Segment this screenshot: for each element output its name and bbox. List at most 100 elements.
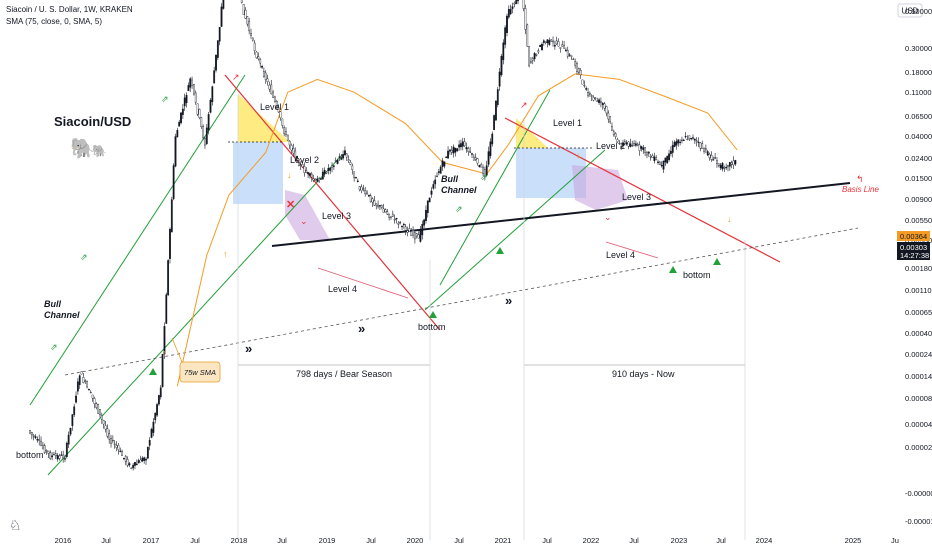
price-candle xyxy=(611,126,613,131)
bottom-marker-icon xyxy=(669,266,677,273)
price-candle xyxy=(557,41,560,47)
price-candle xyxy=(288,140,291,146)
price-candle xyxy=(108,433,111,440)
price-candle xyxy=(423,219,426,226)
y-tick-label: 0.04000 xyxy=(905,132,932,141)
indicator-legend: SMA (75, close, 0, SMA, 5) xyxy=(6,17,102,26)
price-candle xyxy=(561,44,564,47)
price-candle xyxy=(491,133,494,145)
price-candle xyxy=(299,164,302,166)
price-candle xyxy=(601,102,604,105)
price-candle xyxy=(205,127,208,144)
forward-chevron-icon: » xyxy=(245,341,252,356)
price-candle xyxy=(148,439,151,446)
price-candle xyxy=(461,141,464,147)
price-candle xyxy=(723,167,726,169)
price-candle xyxy=(686,138,689,141)
price-candle xyxy=(104,425,107,430)
price-candle xyxy=(301,164,304,168)
price-candle xyxy=(167,260,170,296)
price-candle xyxy=(351,165,354,171)
price-candle xyxy=(664,157,667,163)
price-candle xyxy=(587,92,589,97)
price-candle xyxy=(487,151,490,165)
price-candle xyxy=(51,455,54,458)
basis-line-label: Basis Line xyxy=(842,185,879,194)
price-candle xyxy=(71,414,74,426)
last-price-label: 0.00303 14:27:38 xyxy=(897,242,930,260)
price-candle xyxy=(670,150,672,154)
price-candle xyxy=(43,445,46,454)
price-candle xyxy=(390,216,392,218)
price-candle xyxy=(677,139,680,144)
price-candle xyxy=(262,71,265,77)
price-candle xyxy=(242,4,245,15)
price-candle xyxy=(668,153,670,161)
price-candle xyxy=(264,72,267,80)
price-candle xyxy=(331,165,333,168)
price-candle xyxy=(159,387,162,398)
price-candle xyxy=(603,103,606,109)
price-candle xyxy=(60,454,63,456)
price-candle xyxy=(49,452,52,459)
price-candle xyxy=(408,228,411,232)
resistance-line-2018 xyxy=(224,74,441,331)
price-candle xyxy=(320,178,322,180)
price-candle xyxy=(216,40,219,58)
price-candle xyxy=(170,199,173,233)
price-candle xyxy=(526,24,529,47)
y-tick-label: 0.30000 xyxy=(905,44,932,53)
price-candle xyxy=(95,403,98,408)
bottom-label-2020: bottom xyxy=(418,322,446,332)
price-candle xyxy=(570,55,573,57)
price-axis[interactable]: 0.50000 0.30000 0.18000 0.11000 0.06500 0.040… xyxy=(905,7,932,526)
price-candle xyxy=(682,139,685,142)
currency-button[interactable]: USD xyxy=(897,3,923,18)
price-candle xyxy=(290,145,293,151)
price-candle xyxy=(577,68,580,73)
price-candle xyxy=(708,153,711,158)
y-tick-label: 0.18000 xyxy=(905,68,932,77)
price-candle xyxy=(480,164,483,168)
x-tick-label: Jul xyxy=(629,536,639,545)
price-candle xyxy=(275,100,278,108)
red-down-icon: ⌄ xyxy=(604,212,612,222)
price-candle xyxy=(34,436,37,439)
price-candle xyxy=(712,159,715,161)
price-candle xyxy=(286,134,289,141)
price-candle xyxy=(145,458,147,461)
price-candle xyxy=(327,167,330,171)
price-candle xyxy=(279,111,282,119)
price-candle xyxy=(655,157,658,160)
level1-label-2021: Level 1 xyxy=(553,118,582,128)
price-candle xyxy=(596,100,599,102)
price-candle xyxy=(504,27,507,45)
price-candle xyxy=(115,445,118,448)
price-candle xyxy=(78,375,81,385)
level2-zone-2018 xyxy=(233,142,283,204)
price-candle xyxy=(76,381,79,392)
price-candle xyxy=(583,84,586,87)
price-candle xyxy=(30,432,33,436)
y-tick-label: 0.00008 xyxy=(905,394,932,403)
price-candle xyxy=(314,178,317,181)
x-tick-label: 2016 xyxy=(55,536,72,545)
price-candle xyxy=(150,428,153,438)
price-candle xyxy=(598,99,600,103)
level3-zone-2021 xyxy=(572,165,628,210)
level1-label-2018: Level 1 xyxy=(260,102,289,112)
y-tick-label: 0.01500 xyxy=(905,174,932,183)
price-candle xyxy=(312,178,315,181)
price-candle xyxy=(513,2,516,5)
price-candle xyxy=(119,450,122,452)
x-tick-label: 2020 xyxy=(407,536,424,545)
price-candle xyxy=(158,395,160,405)
price-candle xyxy=(697,141,700,143)
price-candle xyxy=(727,165,729,168)
time-axis[interactable]: 2016 Jul 2017 Jul 2018 Jul 2019 Jul 2020 Jul 2021 J… xyxy=(55,536,899,545)
price-candle xyxy=(277,107,280,113)
level2-label-2018: Level 2 xyxy=(290,155,319,165)
price-candle xyxy=(386,211,389,215)
